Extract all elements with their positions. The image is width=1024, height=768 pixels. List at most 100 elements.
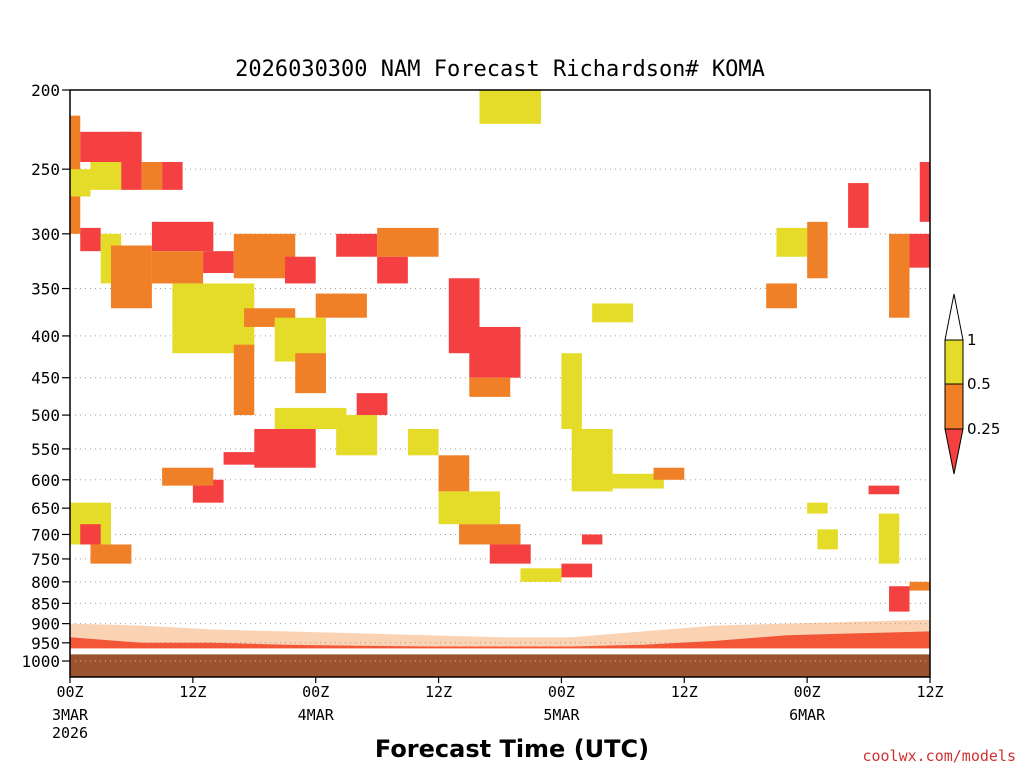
legend-arrow-top [944,293,964,341]
ri-cell-low [121,131,142,190]
ri-cell-low [561,563,593,578]
legend-label-1: 0.5 [967,375,991,393]
y-tick-label-750: 750 [31,550,60,569]
x-tick-date-2: 4MAR [298,706,335,724]
ri-cell-low [203,251,234,274]
x-tick-label-1: 12Z [179,683,206,701]
ri-cell-low [80,524,101,545]
legend-label-2: 0.25 [967,420,1000,438]
ri-cell-high [90,161,122,190]
ri-cell-low [489,544,531,564]
y-tick-label-400: 400 [31,327,60,346]
ri-cell-high [479,90,541,124]
x-tick-label-4: 00Z [548,683,575,701]
ri-cell-mid [766,283,797,309]
ri-cell-mid [295,353,326,394]
legend-bin-high [944,339,964,385]
y-tick-label-950: 950 [31,634,60,653]
y-tick-label-700: 700 [31,525,60,544]
x-tick-label-6: 00Z [794,683,821,701]
ri-cell-low [223,452,265,465]
ri-cell-high [70,169,91,197]
ri-cell-mid [377,227,439,257]
ri-cell-mid [162,467,214,486]
legend-label-0: 1 [967,331,977,349]
y-tick-label-1000: 1000 [21,652,60,671]
x-tick-label-5: 12Z [671,683,698,701]
ri-cell-mid [110,245,152,309]
ri-cell-mid [151,251,204,284]
ri-cell-mid [469,377,511,397]
credit-text: coolwx.com/models [862,747,1016,765]
ri-cell-mid [438,455,470,492]
y-tick-label-350: 350 [31,280,60,299]
ri-cell-high [561,353,582,429]
x-tick-label-0: 00Z [56,683,83,701]
ri-cell-high [407,428,439,456]
surface-layer-mid [70,619,930,649]
ground-fill [70,654,930,677]
ri-cell-high [438,491,500,525]
y-tick-label-500: 500 [31,406,60,425]
ri-cell-high [520,568,562,582]
ri-cell-low [377,256,408,284]
x-tick-date-0: 3MAR [52,706,89,724]
y-tick-label-850: 850 [31,594,60,613]
surface-layer-low [70,631,930,649]
ri-cell-high [602,473,664,489]
ri-cell-high [817,529,838,550]
ri-cell-high [336,415,378,456]
ri-cell-low [919,161,930,222]
ri-cell-mid [141,161,163,190]
ri-cell-mid [233,344,255,416]
legend-bin-low [944,428,964,475]
ri-cell-high [776,227,808,257]
ri-cell-low [868,485,900,495]
x-tick-label-2: 00Z [302,683,329,701]
ri-cell-low [581,534,603,545]
x-tick-label-7: 12Z [916,683,943,701]
ri-cell-high [274,407,347,429]
ri-cell-low [162,161,183,190]
ri-cell-mid [807,221,828,279]
legend-bin-mid [944,383,964,430]
ri-cell-low [285,256,316,284]
x-axis-label: Forecast Time (UTC) [375,735,649,763]
ri-cell-high [172,283,255,354]
x-tick-date-6: 6MAR [789,706,826,724]
x-tick-year-0: 2026 [52,724,88,742]
ri-cell-high [807,502,828,514]
y-axis: 200 250 300 350 400 450 500 550 600 650 700 750 800 8… [21,81,70,671]
plot-area [69,89,931,678]
plot-frame [69,89,931,678]
y-tick-label-600: 600 [31,471,60,490]
x-tick-date-4: 5MAR [543,706,580,724]
y-tick-label-550: 550 [31,440,60,459]
y-tick-label-900: 900 [31,615,60,634]
ri-cell-mid [653,467,685,480]
ri-cell-mid [909,581,930,591]
ri-cell-low [848,183,869,228]
ri-cell-mid [90,544,132,564]
y-tick-label-450: 450 [31,369,60,388]
ri-cell-low [80,227,101,252]
x-tick-label-3: 12Z [425,683,452,701]
ri-cell-low [336,233,378,257]
ri-cell-mid [459,524,521,545]
chart-title: 2026030300 NAM Forecast Richardson# KOMA [235,57,765,82]
ri-cell-high [592,303,634,323]
ri-cell-low [889,586,910,612]
y-tick-label-650: 650 [31,499,60,518]
y-tick-label-800: 800 [31,573,60,592]
ri-cell-mid [315,293,367,318]
ri-cell-high [878,513,900,564]
ri-cell-low [151,221,214,252]
y-tick-label-250: 250 [31,160,60,179]
ri-cell-mid [889,233,910,318]
ri-cell-low [909,233,930,268]
ri-cell-low [469,326,521,378]
ri-cell-low [356,393,388,416]
color-legend: 1 0.5 0.25 [944,293,1000,475]
